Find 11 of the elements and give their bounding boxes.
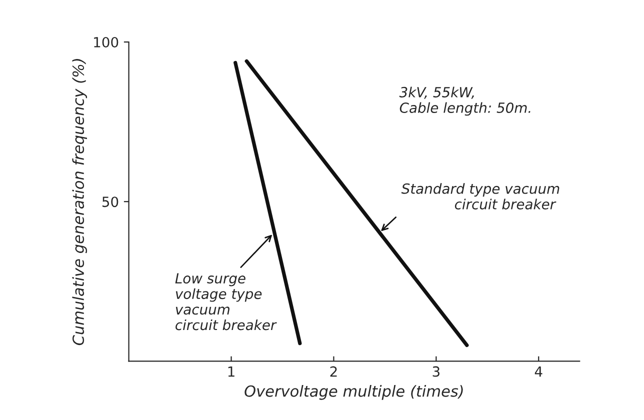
y-tick-label: 100: [94, 36, 118, 48]
y-tick-label: 50: [102, 196, 118, 208]
annotation: Standard type vacuum circuit breaker: [401, 183, 560, 210]
x-tick-label: 2: [330, 366, 337, 377]
annotation: Low surge voltage type vacuum circuit breaker: [175, 273, 277, 330]
x-tick-label: 1: [228, 366, 234, 377]
y-axis-title: Cumulative generation frequency (%): [72, 59, 88, 346]
x-tick-label: 3: [432, 366, 440, 377]
annotation: 3kV, 55kW, Cable length: 50m.: [399, 86, 530, 116]
x-tick-label: 4: [534, 366, 542, 377]
x-axis-title: Overvoltage multiple (times): [244, 385, 463, 400]
